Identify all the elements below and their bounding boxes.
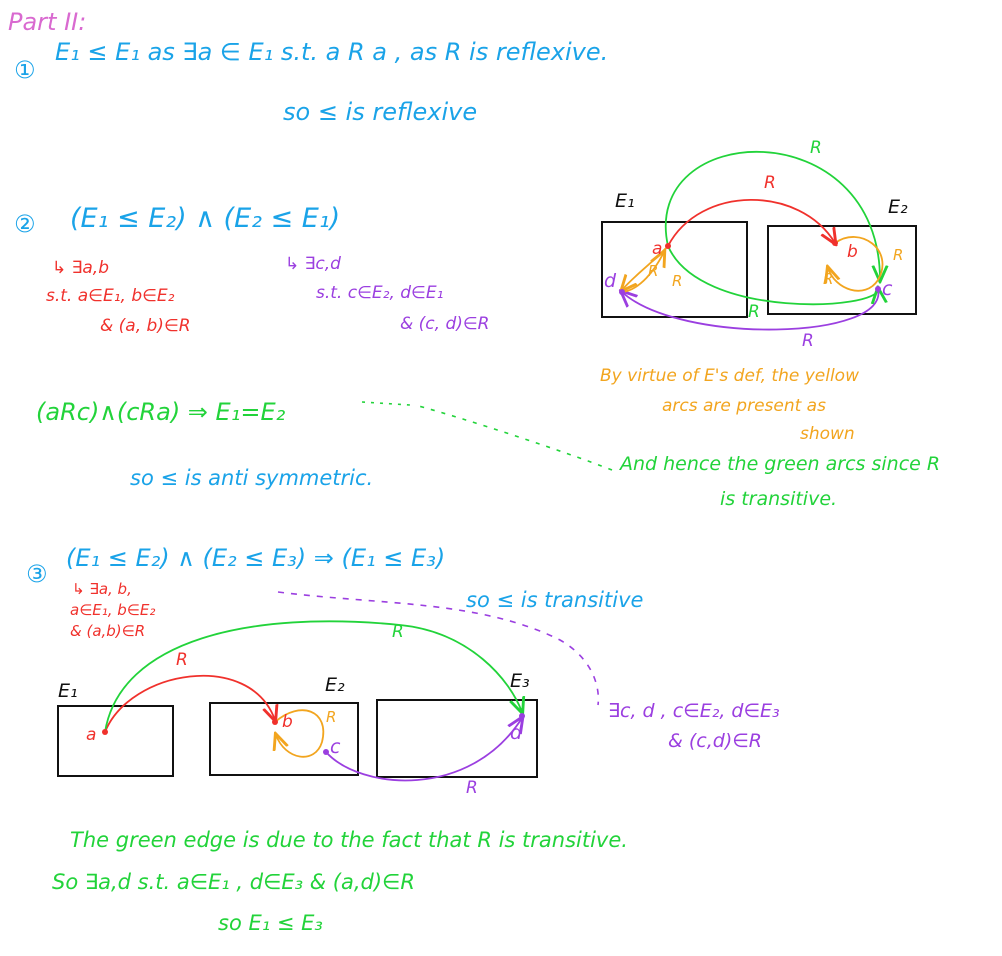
part3-box-e2 <box>209 702 359 776</box>
part3-diagram <box>57 620 538 782</box>
dotted-connector-green-head <box>361 401 411 406</box>
part3-box-e1 <box>57 705 174 777</box>
part2-arc-yellow-b <box>621 252 664 293</box>
part3-label-e2: E₂ <box>325 674 345 696</box>
part2-label-green-r: R <box>810 138 822 158</box>
part2-box-e2 <box>767 225 917 315</box>
part3-label-red-r: R <box>176 650 188 670</box>
part2-label-d: d <box>604 270 617 292</box>
part2-arc-red <box>667 198 835 246</box>
part2-so-line: so ≤ is anti symmetric. <box>130 466 374 490</box>
part2-label-purple-r: R <box>802 331 814 351</box>
part2-arc-purple <box>622 289 880 331</box>
part2-label-yellow-r3: R <box>893 246 904 264</box>
part3-label-yellow-r: R <box>326 708 337 726</box>
part2-label-e2: E₂ <box>888 196 908 218</box>
part3-green-text-2: So ∃a,d s.t. a∈E₁ , d∈E₃ & (a,d)∈R <box>52 870 415 894</box>
part3-right-note-2: & (c,d)∈R <box>668 730 762 752</box>
part3-green-text-1: The green edge is due to the fact that R… <box>70 828 628 852</box>
part2-yellow-note-2: arcs are present as <box>662 396 826 416</box>
part3-statement: (E₁ ≤ E₂) ∧ (E₂ ≤ E₃) ⇒ (E₁ ≤ E₃) <box>66 544 446 572</box>
part2-yellow-note-3: shown <box>800 424 855 444</box>
part2-right-note-3: & (c, d)∈R <box>400 314 490 334</box>
part2-label-green-inner-r: R <box>748 302 760 322</box>
part2-green-note-1: And hence the green arcs since R <box>620 453 941 475</box>
part3-label-d: d <box>510 722 523 744</box>
part3-right-note-1: ∃c, d , c∈E₂, d∈E₃ <box>608 700 780 722</box>
part3-label-a: a <box>86 725 97 745</box>
part2-conclusion: (aRc)∧(cRa) ⇒ E₁=E₂ <box>36 398 286 426</box>
part3-marker: ③ <box>26 560 48 588</box>
part3-label-e3: E₃ <box>510 670 530 692</box>
part3-green-text-3: so E₁ ≤ E₃ <box>218 911 323 935</box>
part2-left-note-2: s.t. a∈E₁, b∈E₂ <box>46 286 175 306</box>
part2-label-yellow-r4: R <box>823 270 834 288</box>
part2-label-b: b <box>847 242 858 262</box>
part2-point-d <box>619 289 625 295</box>
dotted-connector-green <box>414 404 613 471</box>
part3-box-e3 <box>376 699 538 778</box>
part2-label-a: a <box>652 239 663 259</box>
part3-label-green-r: R <box>392 622 404 642</box>
part2-marker: ② <box>14 210 36 238</box>
part3-left-note-1: ↳ ∃a, b, <box>72 580 132 598</box>
part3-left-note-3: & (a,b)∈R <box>70 622 146 640</box>
part2-left-note-3: & (a, b)∈R <box>100 316 191 336</box>
part3-arc-purple <box>325 718 522 782</box>
part2-point-c <box>875 286 881 292</box>
part3-left-note-2: a∈E₁, b∈E₂ <box>70 601 156 619</box>
part2-yellow-note-1: By virtue of E's def, the yellow <box>600 366 859 386</box>
part3-point-b <box>272 719 278 725</box>
part2-left-note-1: ↳ ∃a,b <box>52 258 110 278</box>
part3-arc-red <box>104 675 275 733</box>
part2-diagram <box>601 151 917 331</box>
part3-arc-yellow-loop <box>275 709 325 758</box>
part3-point-d <box>519 713 525 719</box>
part2-arc-green-top <box>664 151 880 280</box>
part2-point-a <box>665 243 671 249</box>
part3-arc-green <box>104 620 522 733</box>
part2-right-note-2: s.t. c∈E₂, d∈E₁ <box>316 283 444 303</box>
part2-label-red-r: R <box>764 173 776 193</box>
part1-line1: E₁ ≤ E₁ as ∃a ∈ E₁ s.t. a R a , as R is … <box>55 38 609 66</box>
part3-label-purple-r: R <box>466 778 478 798</box>
part2-label-e1: E₁ <box>615 190 635 212</box>
part2-label-yellow-r2: R <box>672 272 683 290</box>
part2-green-note-2: is transitive. <box>720 488 838 510</box>
part2-label-c: c <box>882 278 893 300</box>
part2-point-b <box>832 240 838 246</box>
page-heading: Part II: <box>8 8 87 36</box>
part2-label-yellow-r1: R <box>648 262 659 280</box>
part2-statement: (E₁ ≤ E₂) ∧ (E₂ ≤ E₁) <box>70 203 341 234</box>
part3-label-c: c <box>330 736 341 758</box>
part2-arc-yellow-loop <box>828 236 884 292</box>
part3-so-line: so ≤ is transitive <box>466 588 644 612</box>
part3-point-c <box>323 749 329 755</box>
part3-point-a <box>102 729 108 735</box>
part3-label-b: b <box>282 712 293 732</box>
part1-marker: ① <box>14 56 36 84</box>
part1-line2: so ≤ is reflexive <box>283 98 478 126</box>
part3-label-e1: E₁ <box>58 680 78 702</box>
dashed-connector-purple <box>277 591 600 706</box>
part2-arc-green-bottom <box>667 245 878 306</box>
part2-right-note-1: ↳ ∃c,d <box>285 254 341 274</box>
